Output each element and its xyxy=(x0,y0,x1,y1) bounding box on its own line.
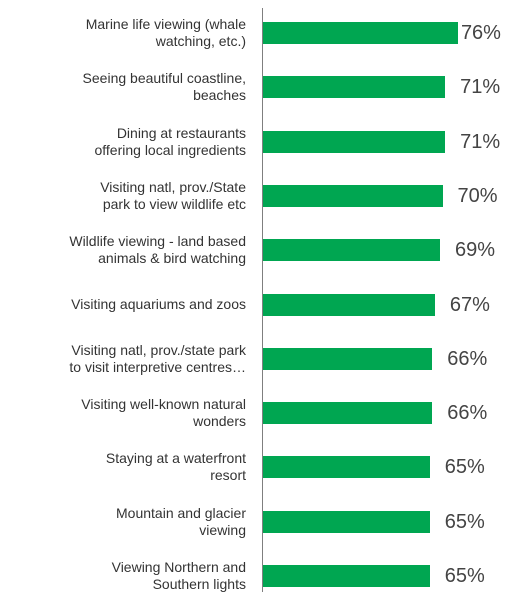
bar xyxy=(263,510,430,533)
data-label: 67% xyxy=(449,293,490,316)
category-axis-line xyxy=(262,8,263,592)
bar xyxy=(263,456,430,479)
bar xyxy=(263,239,440,262)
category-label: Viewing Northern and Southern lights xyxy=(111,559,246,592)
data-label: 76% xyxy=(460,22,501,44)
category-label: Mountain and glacier viewing xyxy=(116,504,246,538)
bar xyxy=(263,293,435,316)
data-label: 65% xyxy=(444,565,485,587)
bar xyxy=(263,565,430,587)
data-label: 65% xyxy=(444,510,485,533)
bar xyxy=(263,347,433,370)
data-label: 66% xyxy=(447,402,488,425)
bar xyxy=(263,130,446,153)
data-label: 69% xyxy=(454,239,496,262)
category-label: Visiting well-known natural wonders xyxy=(81,396,246,430)
bar xyxy=(263,184,443,207)
data-label: 71% xyxy=(460,76,501,99)
category-label: Seeing beautiful coastline, beaches xyxy=(82,70,246,104)
category-label: Visiting aquariums and zoos xyxy=(71,296,246,312)
bar xyxy=(263,402,433,425)
category-label: Marine life viewing (whale watching, etc… xyxy=(85,16,246,49)
data-label: 71% xyxy=(460,130,501,153)
bar xyxy=(263,22,458,44)
bar xyxy=(263,76,446,99)
category-label: Staying at a waterfront resort xyxy=(105,450,246,484)
data-label: 65% xyxy=(444,456,485,479)
category-label: Visiting natl, prov./State park to view … xyxy=(100,178,246,212)
data-label: 70% xyxy=(457,184,498,207)
data-label: 66% xyxy=(447,347,488,370)
category-label: Dining at restaurants offering local ing… xyxy=(94,124,246,158)
category-label: Visiting natl, prov./state park to visit… xyxy=(69,341,246,375)
category-label: Wildlife viewing - land based animals & … xyxy=(69,233,246,267)
